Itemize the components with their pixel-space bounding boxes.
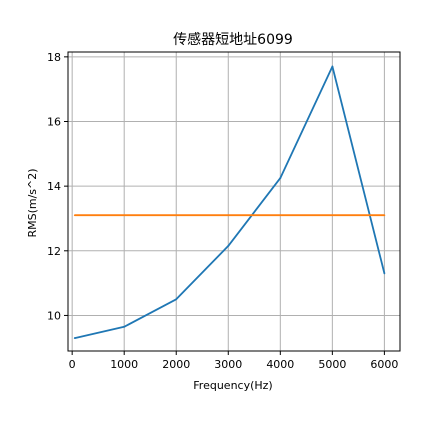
series-1-point [331,65,334,68]
series-2-point [383,214,386,217]
series-1-point [73,337,76,339]
plot-frame [67,51,401,352]
y-tick-label: 14 [47,180,61,193]
x-tick-label: 6000 [370,358,398,371]
y-tick-label: 18 [47,51,61,64]
x-tick-label: 5000 [318,358,346,371]
series-1-point [279,177,282,179]
series-1-point [383,272,386,275]
series-2-point [73,214,76,217]
series-line-1 [74,65,386,339]
series-1-point [227,245,230,247]
x-tick-label: 4000 [266,358,294,371]
x-axis-ticks: 0 1000 2000 3000 4000 5000 6000 [69,351,398,371]
x-tick-label: 3000 [214,358,242,371]
y-axis-label: RMS(m/s^2) [26,168,39,237]
x-tick-label: 1000 [110,358,138,371]
y-axis-ticks: 10 12 14 16 18 [47,51,68,322]
y-tick-label: 10 [47,309,61,322]
chart-title: 传感器短地址6099 [173,31,293,48]
series-layer [73,65,386,339]
x-tick-label: 2000 [162,358,190,371]
grid-lines [68,52,400,351]
y-tick-label: 16 [47,115,61,128]
series-1-point [123,325,126,328]
x-tick-label: 0 [69,358,76,371]
y-tick-label: 12 [47,245,61,258]
series-1-point [175,298,178,301]
x-axis-label: Frequency(Hz) [193,379,272,392]
